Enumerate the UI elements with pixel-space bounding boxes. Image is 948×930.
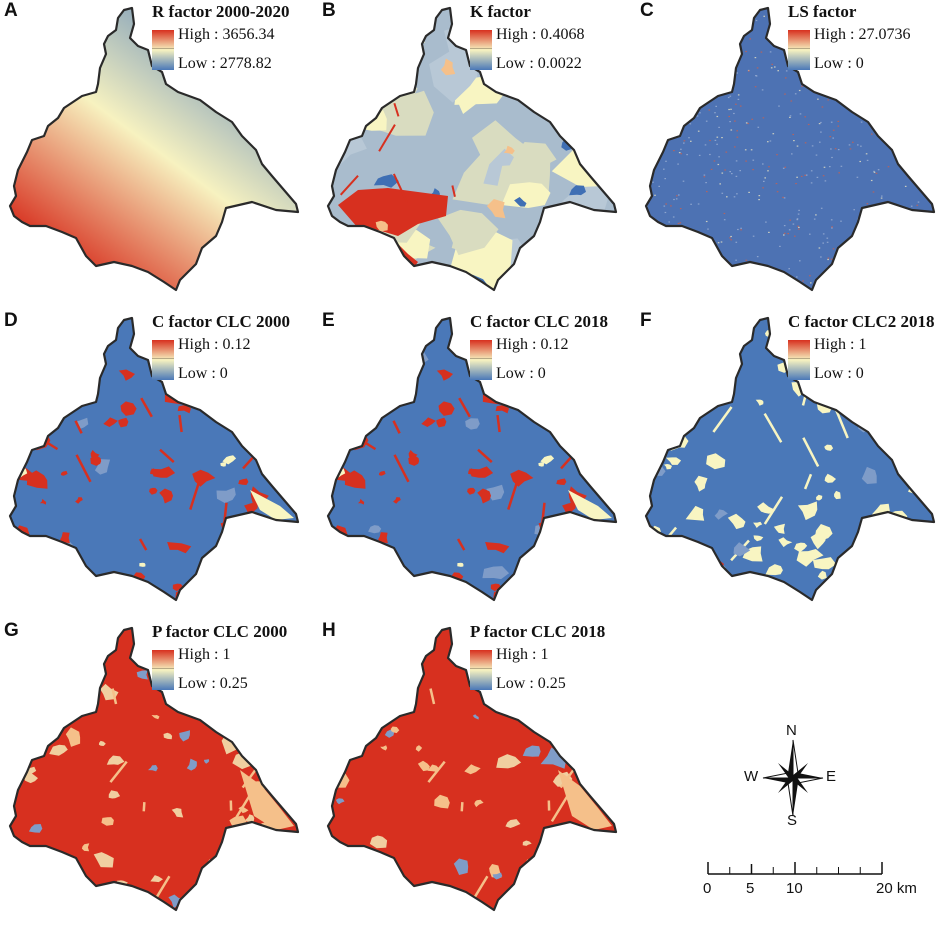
legend-high: High : 0.12 [178, 336, 251, 353]
panel-title: C factor CLC 2000 [152, 312, 291, 331]
map-panel-b: B K factor High : 0.4068 Low : 0.0022 [318, 0, 628, 300]
panel-label: D [4, 310, 18, 331]
legend: High : 3656.34 Low : 2778.82 [152, 26, 322, 75]
legend-high: High : 0.12 [496, 336, 569, 353]
compass-south: S [787, 812, 798, 829]
legend-low: Low : 2778.82 [178, 55, 272, 72]
legend-high: High : 0.4068 [496, 26, 585, 43]
panel-title: C factor CLC 2018 [470, 312, 609, 331]
legend-low: Low : 0 [496, 365, 546, 382]
compass-west: W [744, 768, 759, 785]
color-ramp [152, 30, 174, 70]
legend-low: Low : 0.25 [496, 675, 566, 692]
panel-label: H [322, 620, 336, 641]
panel-title: C factor CLC2 2018 [788, 312, 935, 331]
panel-title: R factor 2000-2020 [152, 2, 290, 21]
map-panel-e: E C factor CLC 2018 High : 0.12 Low : 0 [318, 310, 628, 610]
legend-low: Low : 0.0022 [496, 55, 582, 72]
color-ramp [470, 650, 492, 690]
legend-high: High : 1 [178, 646, 231, 663]
scale-tick-10: 10 [786, 880, 803, 897]
panel-label: C [640, 0, 654, 21]
panel-label: F [640, 310, 652, 331]
scale-bar-graphic [707, 862, 883, 875]
legend-low: Low : 0.25 [178, 675, 248, 692]
panel-title: P factor CLC 2000 [152, 622, 288, 641]
legend: High : 1 Low : 0.25 [470, 646, 640, 695]
legend: High : 27.0736 Low : 0 [788, 26, 948, 75]
legend: High : 0.4068 Low : 0.0022 [470, 26, 640, 75]
panel-label: A [4, 0, 18, 21]
panel-title: P factor CLC 2018 [470, 622, 606, 641]
legend-high: High : 1 [814, 336, 867, 353]
map-panel-g: G P factor CLC 2000 High : 1 Low : 0.25 [0, 620, 310, 920]
color-ramp [470, 340, 492, 380]
map-panel-c: C LS factor High : 27.0736 Low : 0 [636, 0, 946, 300]
scale-bar: 0 5 10 20 km [690, 852, 940, 902]
map-panel-h: H P factor CLC 2018 High : 1 Low : 0.25 [318, 620, 628, 920]
panel-label: B [322, 0, 336, 21]
scale-tick-0: 0 [703, 880, 712, 897]
legend: High : 0.12 Low : 0 [470, 336, 640, 385]
scale-tick-20: 20 km [876, 880, 917, 897]
legend: High : 1 Low : 0.25 [152, 646, 322, 695]
compass-rose-icon [762, 739, 824, 817]
color-ramp [788, 340, 810, 380]
legend: High : 0.12 Low : 0 [152, 336, 322, 385]
legend-high: High : 27.0736 [814, 26, 911, 43]
color-ramp [152, 650, 174, 690]
legend-low: Low : 0 [814, 55, 864, 72]
scale-tick-5: 5 [746, 880, 755, 897]
north-arrow: N S E W [738, 722, 848, 829]
panel-title: K factor [470, 2, 531, 21]
panel-label: G [4, 620, 19, 641]
panel-title: LS factor [788, 2, 857, 21]
legend-low: Low : 0 [178, 365, 228, 382]
map-panel-f: F C factor CLC2 2018 High : 1 Low : 0 [636, 310, 946, 610]
color-ramp [470, 30, 492, 70]
map-panel-a: A R factor 2000-2020 High : 3656.34 Low … [0, 0, 310, 300]
legend: High : 1 Low : 0 [788, 336, 948, 385]
legend-high: High : 1 [496, 646, 549, 663]
color-ramp [788, 30, 810, 70]
legend-high: High : 3656.34 [178, 26, 275, 43]
compass-north: N [786, 722, 797, 739]
map-panel-d: D C factor CLC 2000 High : 0.12 Low : 0 [0, 310, 310, 610]
color-ramp [152, 340, 174, 380]
legend-low: Low : 0 [814, 365, 864, 382]
panel-label: E [322, 310, 335, 331]
compass-east: E [826, 768, 837, 785]
